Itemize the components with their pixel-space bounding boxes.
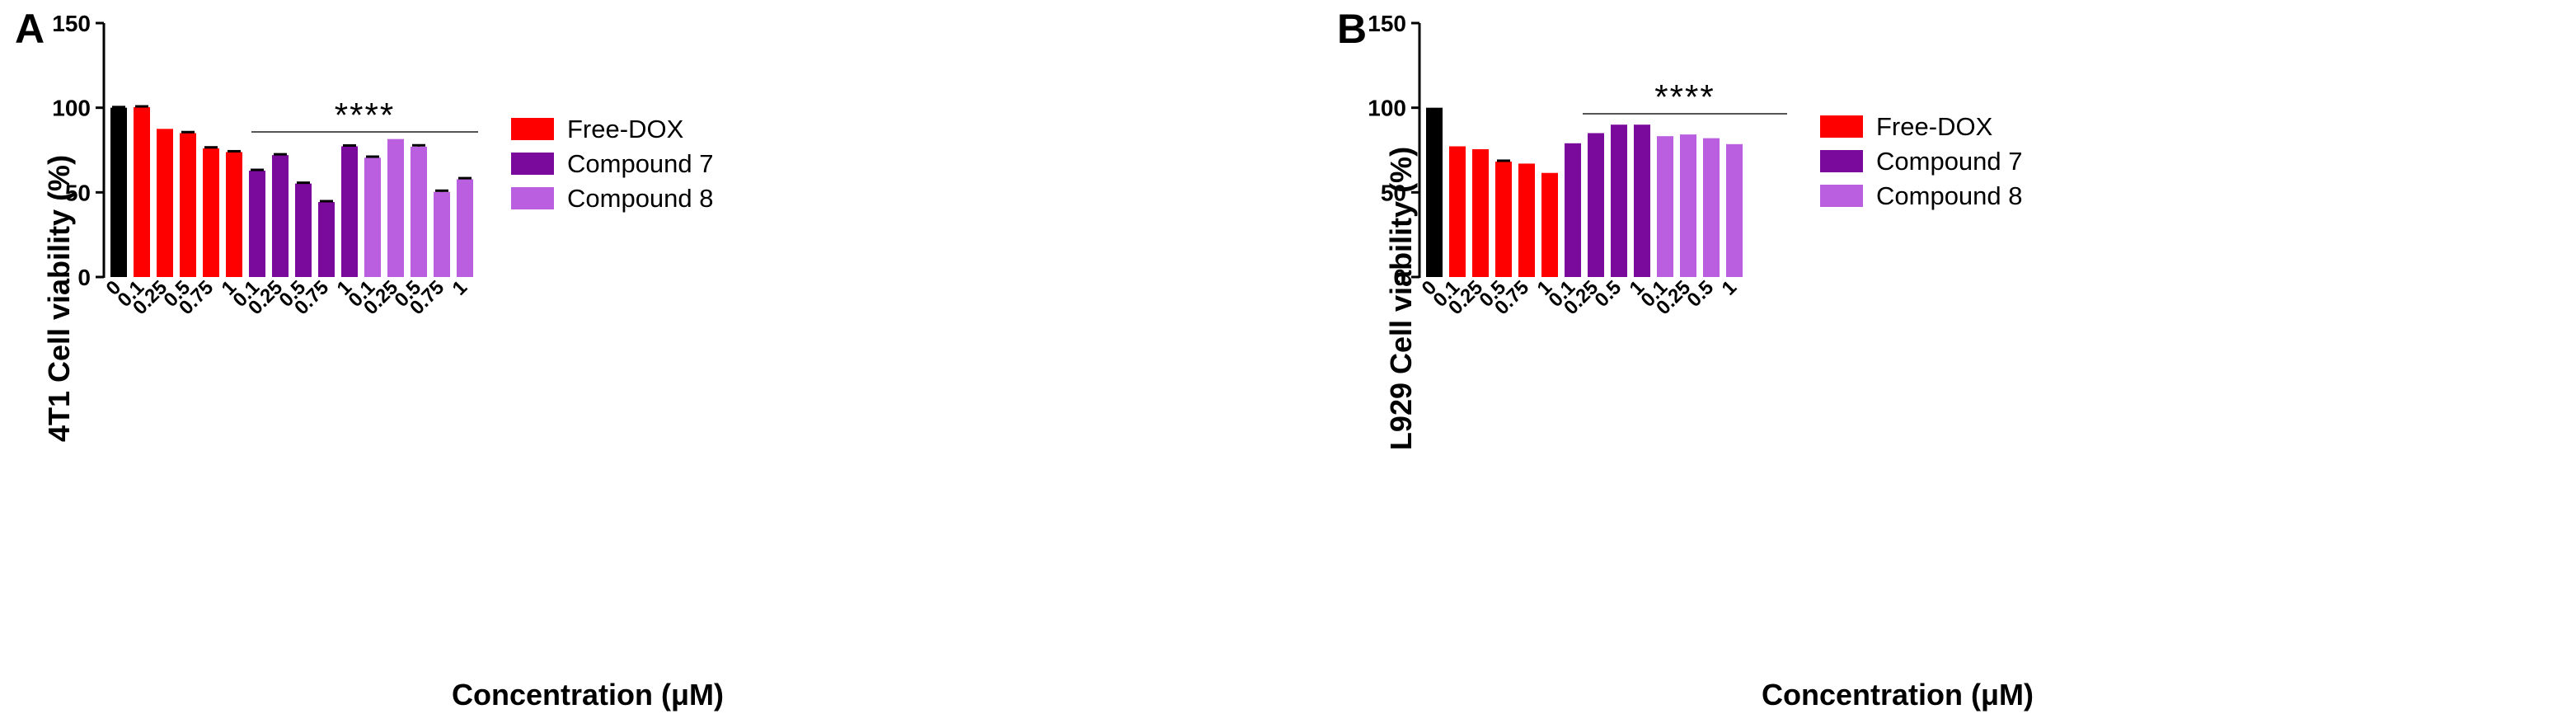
panel-a-bars bbox=[110, 107, 473, 277]
panel-a-bar-8 bbox=[295, 183, 312, 277]
panel-a: A 4T1 Cell viability (%) Concentration (… bbox=[15, 6, 724, 712]
panel-b-y-tick-label-0: 0 bbox=[1393, 265, 1406, 290]
panel-b-x-tick-label-13: 1 bbox=[1718, 276, 1742, 300]
panel-a-bar-12 bbox=[387, 139, 404, 277]
panel-b-bar-11 bbox=[1680, 134, 1696, 277]
panel-b-legend-swatch-compound-7 bbox=[1820, 150, 1863, 172]
panel-a-y-tick-label-3: 150 bbox=[52, 11, 91, 36]
panel-a-legend-swatch-compound-8 bbox=[511, 187, 554, 209]
panel-a-bar-4 bbox=[203, 148, 219, 277]
panel-b-significance: **** bbox=[1583, 77, 1787, 116]
panel-a-legend-swatch-compound-7 bbox=[511, 153, 554, 175]
panel-b-x-tick-label-8: 0.5 bbox=[1591, 276, 1626, 312]
panel-a-bar-3 bbox=[180, 133, 196, 277]
panel-a-x-axis-label: Concentration (μM) bbox=[452, 678, 724, 712]
panel-b-bar-6 bbox=[1565, 143, 1581, 277]
panel-a-bar-2 bbox=[157, 129, 173, 277]
panel-b-bar-8 bbox=[1611, 124, 1627, 277]
panel-b-legend-label-compound-8: Compound 8 bbox=[1876, 181, 2023, 210]
panel-a-bar-5 bbox=[226, 152, 242, 277]
panel-a-x-tick-label-15: 1 bbox=[448, 276, 472, 300]
panel-b-bar-9 bbox=[1634, 124, 1650, 277]
panel-a-y-tick-label-1: 50 bbox=[65, 180, 91, 205]
panel-b-bar-12 bbox=[1703, 138, 1720, 277]
panel-b-significance-label: **** bbox=[1654, 77, 1715, 116]
panel-b-legend-swatch-compound-8 bbox=[1820, 185, 1863, 207]
panel-b-y-tick-label-2: 100 bbox=[1368, 96, 1406, 121]
panel-b-x-tick-label-12: 0.5 bbox=[1683, 276, 1719, 312]
panel-a-significance-label: **** bbox=[335, 96, 395, 134]
panel-a-bar-11 bbox=[364, 157, 381, 277]
panel-b-bar-10 bbox=[1657, 136, 1673, 277]
panel-b-y-tick-label-1: 50 bbox=[1381, 180, 1406, 205]
panel-a-y-tick-label-0: 0 bbox=[77, 265, 91, 290]
panel-a-bar-0 bbox=[110, 107, 127, 277]
panel-a-y-tick-label-2: 100 bbox=[52, 96, 91, 121]
panel-b-bar-1 bbox=[1449, 146, 1466, 277]
panel-b-bar-5 bbox=[1541, 172, 1558, 277]
panel-a-legend-label-compound-8: Compound 8 bbox=[567, 184, 714, 213]
panel-a-legend-swatch-free-dox bbox=[511, 118, 554, 140]
panel-a-x-ticks: 00.10.250.50.75 10.10.250.50.75 10.10.250.… bbox=[102, 276, 472, 319]
panel-b-legend-label-free-dox: Free-DOX bbox=[1876, 112, 1993, 141]
panel-b-legend-label-compound-7: Compound 7 bbox=[1876, 147, 2023, 176]
panel-b-x-ticks: 00.10.250.50.75 10.10.250.5 10.10.250.5 1 bbox=[1418, 276, 1742, 319]
panel-a-bar-9 bbox=[318, 202, 335, 277]
panel-a-error-bars bbox=[112, 105, 472, 203]
panel-a-bar-7 bbox=[272, 155, 289, 277]
panel-a-legend: Free-DOX Compound 7 Compound 8 bbox=[511, 115, 714, 213]
panel-a-legend-label-compound-7: Compound 7 bbox=[567, 149, 714, 178]
panel-b-bar-4 bbox=[1518, 163, 1535, 277]
panel-b-legend: Free-DOX Compound 7 Compound 8 bbox=[1820, 112, 2023, 210]
panel-b-y-axis-label: L929 Cell viability (%) bbox=[1384, 147, 1418, 450]
panel-b-axes: 0 50 100 150 bbox=[1368, 11, 1421, 290]
panel-a-bar-10 bbox=[341, 146, 358, 277]
panel-b-legend-swatch-free-dox bbox=[1820, 115, 1863, 138]
panel-b-bar-2 bbox=[1472, 148, 1489, 277]
panel-b-bar-3 bbox=[1495, 161, 1512, 277]
panel-a-bar-6 bbox=[249, 171, 265, 277]
panel-b-error-bars bbox=[1497, 159, 1510, 162]
panel-b-bar-7 bbox=[1588, 133, 1604, 277]
panel-b-bars bbox=[1426, 107, 1743, 277]
panel-a-bar-14 bbox=[434, 191, 450, 277]
panel-a-letter: A bbox=[15, 6, 45, 52]
panel-b: B L929 Cell viability (%) Concentration … bbox=[1337, 6, 2034, 712]
panel-b-bar-13 bbox=[1726, 143, 1743, 277]
panel-a-y-axis-label: 4T1 Cell viability (%) bbox=[42, 155, 76, 442]
panel-a-bar-1 bbox=[134, 107, 150, 277]
panel-a-significance: **** bbox=[251, 96, 478, 134]
panel-a-bar-13 bbox=[411, 146, 427, 277]
panel-a-bar-15 bbox=[457, 179, 473, 277]
panel-a-axes: 0 50 100 150 bbox=[52, 11, 106, 290]
panel-a-legend-label-free-dox: Free-DOX bbox=[567, 115, 684, 143]
panel-b-bar-0 bbox=[1426, 107, 1443, 277]
panel-b-x-axis-label: Concentration (μM) bbox=[1762, 678, 2034, 712]
panel-b-y-tick-label-3: 150 bbox=[1368, 11, 1406, 36]
panel-b-letter: B bbox=[1337, 6, 1367, 52]
